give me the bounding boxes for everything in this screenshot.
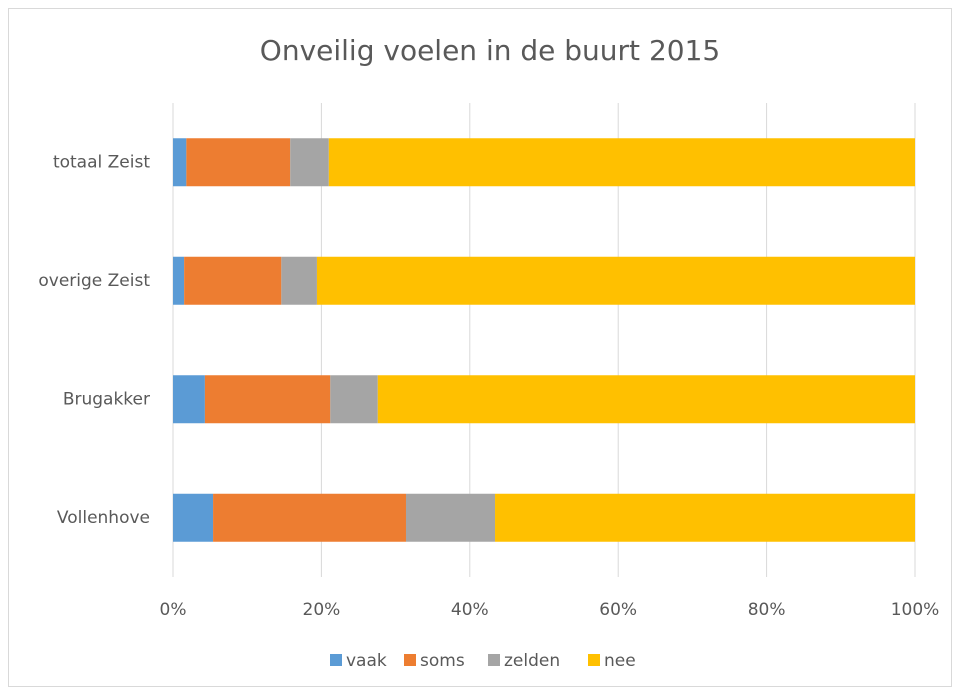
bar-segment xyxy=(213,493,406,542)
y-tick-label: Vollenhove xyxy=(57,508,150,528)
x-tick-label: 100% xyxy=(891,600,940,620)
legend-label: nee xyxy=(604,651,636,671)
chart-title: Onveilig voelen in de buurt 2015 xyxy=(260,34,720,67)
bar-segment xyxy=(290,138,329,187)
bar-segment xyxy=(316,256,915,305)
bar-segment xyxy=(173,138,187,187)
bar-segment xyxy=(173,256,185,305)
bar-segment xyxy=(186,138,291,187)
bar-segment xyxy=(184,256,282,305)
x-tick-label: 40% xyxy=(451,600,489,620)
legend-swatch xyxy=(588,654,600,666)
chart-border xyxy=(8,8,952,687)
legend-label: vaak xyxy=(346,651,387,671)
legend-label: soms xyxy=(420,651,465,671)
legend-swatch xyxy=(330,654,342,666)
legend-swatch xyxy=(404,654,416,666)
bar-segment xyxy=(281,256,317,305)
bar-segment xyxy=(405,493,496,542)
y-tick-label: overige Zeist xyxy=(38,271,150,291)
x-tick-label: 20% xyxy=(303,600,341,620)
x-tick-label: 80% xyxy=(748,600,786,620)
x-tick-label: 0% xyxy=(160,600,187,620)
bar-segment xyxy=(495,493,915,542)
y-tick-label: Brugakker xyxy=(63,389,150,409)
bar-segment xyxy=(330,375,378,424)
bar-segment xyxy=(377,375,915,424)
legend-label: zelden xyxy=(504,651,560,671)
bar-segment xyxy=(173,493,214,542)
bar-segment xyxy=(173,375,205,424)
legend-swatch xyxy=(488,654,500,666)
y-tick-label: totaal Zeist xyxy=(53,152,150,172)
bar-segment xyxy=(204,375,331,424)
x-tick-label: 60% xyxy=(599,600,637,620)
bar-segment xyxy=(328,138,915,187)
